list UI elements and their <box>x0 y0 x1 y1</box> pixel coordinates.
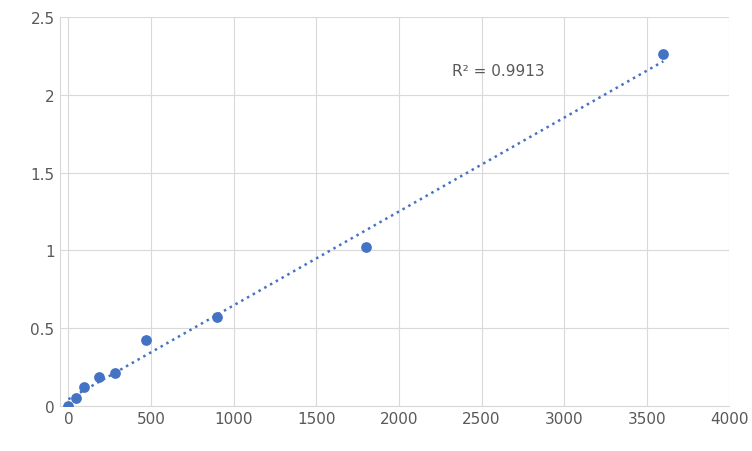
Point <box>140 337 152 345</box>
Point <box>62 402 74 410</box>
Point <box>93 373 105 381</box>
Point <box>109 370 121 377</box>
Text: R² = 0.9913: R² = 0.9913 <box>452 64 544 78</box>
Point <box>78 384 90 391</box>
Point <box>211 314 223 321</box>
Point <box>657 52 669 59</box>
Point <box>70 395 82 402</box>
Point <box>360 244 372 251</box>
